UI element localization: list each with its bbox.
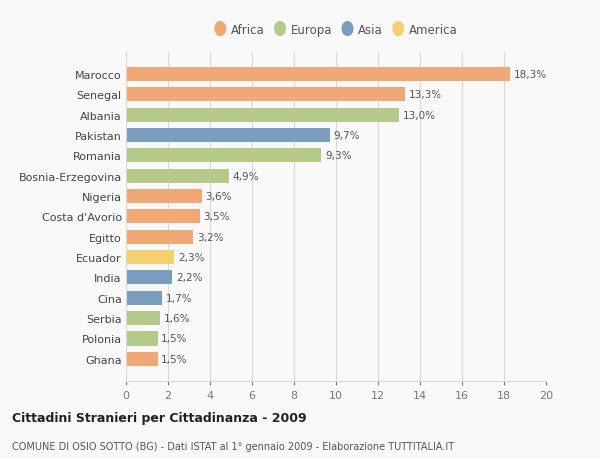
Text: 2,3%: 2,3% <box>178 252 205 263</box>
Text: 9,3%: 9,3% <box>325 151 352 161</box>
Text: 18,3%: 18,3% <box>514 70 547 80</box>
Text: COMUNE DI OSIO SOTTO (BG) - Dati ISTAT al 1° gennaio 2009 - Elaborazione TUTTITA: COMUNE DI OSIO SOTTO (BG) - Dati ISTAT a… <box>12 441 454 451</box>
Bar <box>126 210 199 224</box>
Bar <box>126 149 322 163</box>
Text: 4,9%: 4,9% <box>233 171 259 181</box>
Bar <box>126 352 157 366</box>
Bar <box>126 311 160 325</box>
Bar <box>126 230 193 244</box>
Text: 13,0%: 13,0% <box>403 111 436 120</box>
Bar <box>126 67 510 82</box>
Text: 1,5%: 1,5% <box>161 334 188 344</box>
Text: 1,5%: 1,5% <box>161 354 188 364</box>
Legend: Africa, Europa, Asia, America: Africa, Europa, Asia, America <box>209 19 463 42</box>
Bar <box>126 190 202 204</box>
Text: 3,6%: 3,6% <box>205 191 232 202</box>
Bar <box>126 88 406 102</box>
Bar <box>126 108 399 123</box>
Text: 13,3%: 13,3% <box>409 90 442 100</box>
Bar <box>126 169 229 184</box>
Text: 9,7%: 9,7% <box>334 131 360 140</box>
Text: 1,7%: 1,7% <box>166 293 192 303</box>
Text: 1,6%: 1,6% <box>163 313 190 323</box>
Text: 3,2%: 3,2% <box>197 232 223 242</box>
Text: 3,5%: 3,5% <box>203 212 230 222</box>
Bar <box>126 271 172 285</box>
Bar <box>126 331 157 346</box>
Bar <box>126 291 162 305</box>
Text: 2,2%: 2,2% <box>176 273 202 283</box>
Text: Cittadini Stranieri per Cittadinanza - 2009: Cittadini Stranieri per Cittadinanza - 2… <box>12 412 307 425</box>
Bar <box>126 250 175 264</box>
Bar <box>126 129 330 143</box>
